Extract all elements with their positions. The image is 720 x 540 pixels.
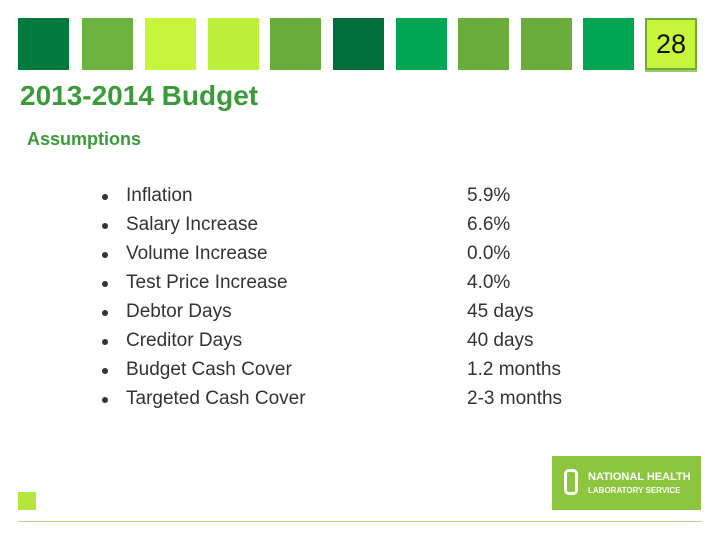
deco-square [18,18,69,70]
assumption-value: 6.6% [467,214,511,235]
deco-square [82,18,133,70]
logo-text: LABORATORY SERVICE [588,486,681,495]
logo-text: NATIONAL HEALTH [588,471,691,483]
deco-line [645,70,697,72]
deco-square [18,492,36,510]
assumption-value: 2-3 months [467,388,563,409]
deco-square [333,18,384,70]
deco-square [583,18,634,70]
assumption-label: Debtor Days [126,301,232,322]
assumption-label: Salary Increase [126,214,259,235]
assumption-row: Debtor Days 45 days [0,301,720,330]
bullet [102,252,108,258]
assumption-label: Inflation [126,185,193,206]
assumption-value: 0.0% [467,243,511,264]
bullet [102,310,108,316]
assumption-value: 1.2 months [467,359,561,380]
assumption-row: Creditor Days 40 days [0,330,720,359]
assumption-row: Inflation 5.9% [0,185,720,214]
deco-square [208,18,259,70]
assumption-row: Test Price Increase 4.0% [0,272,720,301]
assumption-value: 4.0% [467,272,511,293]
assumption-label: Creditor Days [126,330,243,351]
bullet [102,281,108,287]
assumption-row: Volume Increase 0.0% [0,243,720,272]
assumption-label: Test Price Increase [126,272,288,293]
deco-square [270,18,321,70]
assumption-label: Volume Increase [126,243,268,264]
bullet [102,194,108,200]
bullet [102,339,108,345]
bullet [102,368,108,374]
assumption-row: Salary Increase 6.6% [0,214,720,243]
bullet [102,397,108,403]
slide-title: 2013-2014 Budget [20,80,259,111]
deco-square [145,18,196,70]
slide-number: 28 [645,18,697,70]
deco-line [18,521,702,522]
deco-square [521,18,572,70]
deco-square [458,18,509,70]
assumption-value: 45 days [467,301,534,322]
deco-square [396,18,447,70]
assumption-label: Targeted Cash Cover [126,388,306,409]
assumption-row: Targeted Cash Cover 2-3 months [0,388,720,417]
bullet [102,223,108,229]
assumption-row: Budget Cash Cover 1.2 months [0,359,720,388]
logo: NATIONAL HEALTH LABORATORY SERVICE [552,456,701,510]
assumption-value: 40 days [467,330,534,351]
logo-icon [564,469,578,495]
subtitle: Assumptions [27,129,142,149]
assumption-label: Budget Cash Cover [126,359,292,380]
assumption-value: 5.9% [467,185,511,206]
